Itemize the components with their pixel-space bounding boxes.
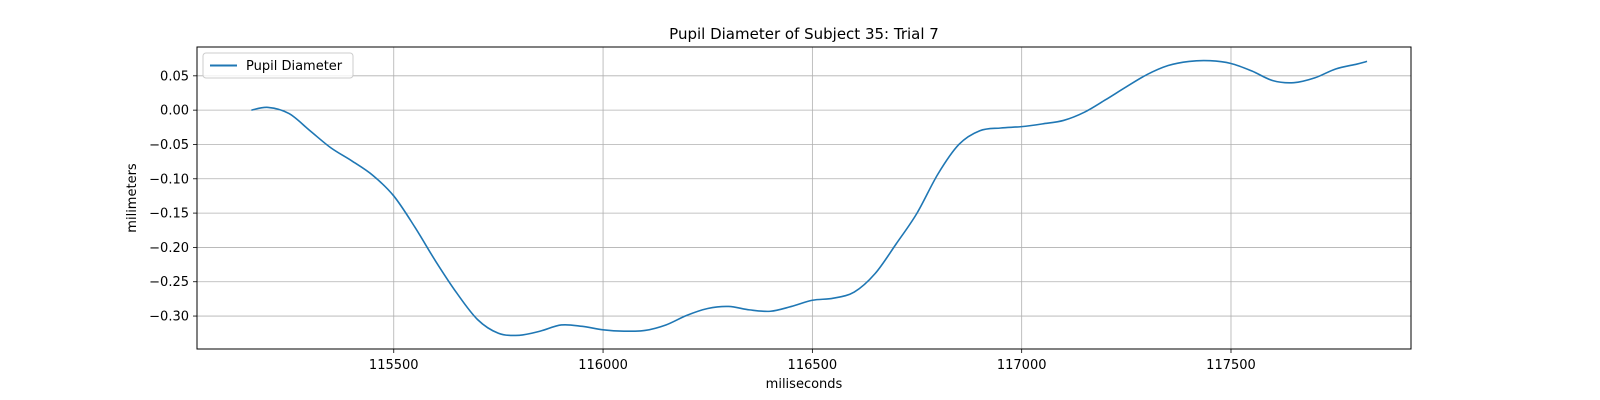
- legend-label: Pupil Diameter: [246, 59, 343, 74]
- y-axis-label: milimeters: [125, 163, 140, 233]
- legend: Pupil Diameter: [202, 52, 354, 79]
- y-tick-label: −0.15: [149, 207, 189, 222]
- x-tick-label: 116500: [788, 358, 838, 373]
- chart-title: Pupil Diameter of Subject 35: Trial 7: [669, 25, 939, 43]
- ticks: 115500 116000 116500 117000 117500 0.05 0.00 −0…: [149, 69, 1256, 373]
- x-tick-label: 117000: [997, 358, 1047, 373]
- legend-box: [202, 52, 354, 79]
- grid: [197, 47, 1411, 349]
- x-tick-label: 115500: [369, 358, 419, 373]
- y-tick-label: 0.05: [160, 69, 189, 84]
- y-tick-label: 0.00: [160, 104, 189, 119]
- y-tick-label: −0.20: [149, 241, 189, 256]
- x-tick-label: 116000: [578, 358, 628, 373]
- plot-frame: [196, 46, 1412, 350]
- x-tick-label: 117500: [1206, 358, 1256, 373]
- y-tick-label: −0.10: [149, 172, 189, 187]
- y-tick-label: −0.05: [149, 138, 189, 153]
- series-line: [251, 59, 1368, 337]
- series-layer: [251, 59, 1368, 337]
- x-axis-label: miliseconds: [766, 377, 843, 392]
- y-tick-label: −0.25: [149, 275, 189, 290]
- y-tick-label: −0.30: [149, 310, 189, 325]
